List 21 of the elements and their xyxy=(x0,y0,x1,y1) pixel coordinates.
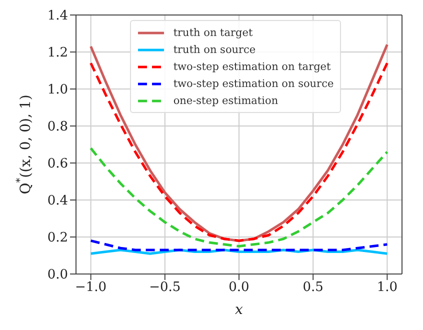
y-tick-label: 0.0 xyxy=(47,268,68,283)
legend-label: two-step estimation on target xyxy=(173,60,331,72)
x-tick-label: 0.5 xyxy=(302,280,324,296)
y-tick-label: 1.0 xyxy=(47,82,68,98)
x-tick-label: −1.0 xyxy=(75,280,107,296)
y-tick-label: 0.6 xyxy=(47,156,68,172)
x-axis-title: x xyxy=(235,302,244,318)
legend-label: truth on source xyxy=(173,44,256,56)
legend-label: truth on target xyxy=(173,26,253,38)
y-tick-label: 0.4 xyxy=(47,194,68,209)
y-tick-label: 0.2 xyxy=(47,230,68,246)
legend-label: two-step estimation on source xyxy=(173,78,334,90)
legend-label: one-step estimation xyxy=(173,94,278,106)
y-tick-label: 0.8 xyxy=(47,120,68,135)
x-tick-label: −0.5 xyxy=(149,280,181,296)
x-tick-label: 0.0 xyxy=(228,280,250,296)
y-tick-label: 1.4 xyxy=(47,8,68,24)
y-tick-label: 1.2 xyxy=(47,46,68,61)
line-series xyxy=(90,239,388,252)
x-tick-label: 1.0 xyxy=(376,280,398,296)
line-series xyxy=(90,146,388,248)
